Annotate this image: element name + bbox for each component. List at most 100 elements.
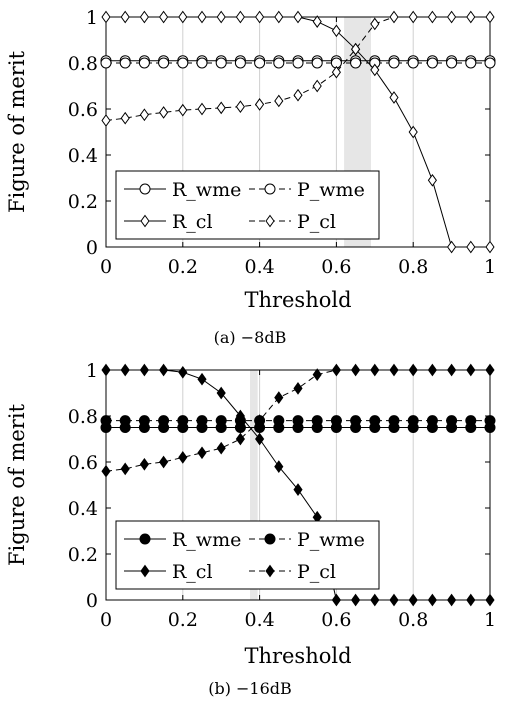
legend-label: P_wme [297,179,365,201]
y-tick-label: 0 [86,237,98,259]
x-tick-label: 0.6 [321,256,351,278]
x-tick-label: 1 [484,256,496,278]
data-point [215,415,227,427]
data-point [177,57,189,69]
data-point [465,415,477,427]
data-point [196,57,208,69]
data-point [408,10,418,24]
figure-caption: (b) −16dB [208,679,292,698]
data-point [407,57,419,69]
data-point [159,363,169,377]
data-point [255,432,265,446]
data-point [370,593,380,607]
x-tick-label: 0.2 [168,609,198,631]
data-point [255,414,265,427]
series-line [105,369,490,472]
data-point [235,409,245,423]
legend-label: P_cl [297,211,336,233]
data-point [274,94,284,108]
data-point [196,415,208,427]
data-point [293,382,303,395]
x-tick-label: 1 [484,609,496,631]
data-point [389,363,399,377]
axes-frame [105,369,491,601]
x-tick-label: 0.4 [244,256,274,278]
x-tick-label: 0.6 [321,609,351,631]
data-point [139,10,149,24]
data-point [215,57,227,69]
data-point [466,363,476,377]
data-point [158,57,170,69]
data-point [292,57,304,69]
data-point [370,363,380,377]
legend-marker [139,183,151,195]
y-tick-label: 0.8 [68,53,98,75]
legend-marker [264,533,276,545]
data-point [331,24,341,38]
data-point [255,98,265,111]
data-point [100,415,112,427]
shaded-band [250,370,258,600]
data-point [138,415,150,427]
data-point [119,415,131,427]
data-point [216,101,226,115]
y-axis-label: Figure of merit [5,403,29,566]
data-point [139,108,149,122]
data-point [158,415,170,427]
data-point [427,173,437,187]
data-point [427,593,437,607]
data-point [350,57,362,69]
data-point [120,363,130,377]
data-point [331,593,341,607]
data-point [312,15,322,28]
series-p-cl [101,10,495,127]
x-tick-label: 0 [100,609,112,631]
chart-a: 0 0.2 0.4 0.6 0.8 100.20.40.60.81R_wme P_wmeR_… [5,7,496,347]
data-point [389,91,399,104]
data-point [178,10,188,24]
y-tick-label: 0 [86,590,98,612]
legend-box [115,170,380,240]
chart-b: 0 0.2 0.4 0.6 0.8 100.20.40.60.81R_wme P_wmeR_… [5,360,496,698]
data-point [388,415,400,427]
legend-marker [265,564,275,578]
x-tick-label: 0.4 [244,609,274,631]
data-point [101,363,111,377]
y-tick-label: 0.6 [68,452,98,474]
legend-label: R_wme [172,529,241,551]
data-point [351,363,361,377]
y-tick-label: 0.6 [68,99,98,121]
data-point [159,455,169,469]
data-point [446,57,458,69]
data-point [255,10,265,24]
data-point [159,106,169,119]
y-axis-label: Figure of merit [5,50,29,213]
data-point [274,460,284,473]
data-point [197,372,207,386]
y-tick-label: 0.2 [68,191,98,213]
data-point [331,65,341,79]
y-tick-label: 0.4 [68,145,98,167]
data-point [485,593,495,607]
data-point [101,464,111,478]
data-point [407,415,419,427]
data-point [370,17,380,31]
data-point [178,103,188,117]
data-point [216,10,226,24]
data-point [485,10,495,24]
data-point [312,368,322,381]
data-point [216,441,226,455]
data-point [139,363,149,377]
data-point [273,415,285,427]
data-point [426,57,438,69]
data-point [120,462,130,476]
data-point [485,363,495,377]
legend-label: P_cl [297,561,336,583]
data-point [177,415,189,427]
data-point [197,446,207,460]
data-point [234,57,246,69]
data-point [311,415,323,427]
data-point [293,10,303,24]
data-point [292,415,304,427]
data-point [466,240,476,254]
